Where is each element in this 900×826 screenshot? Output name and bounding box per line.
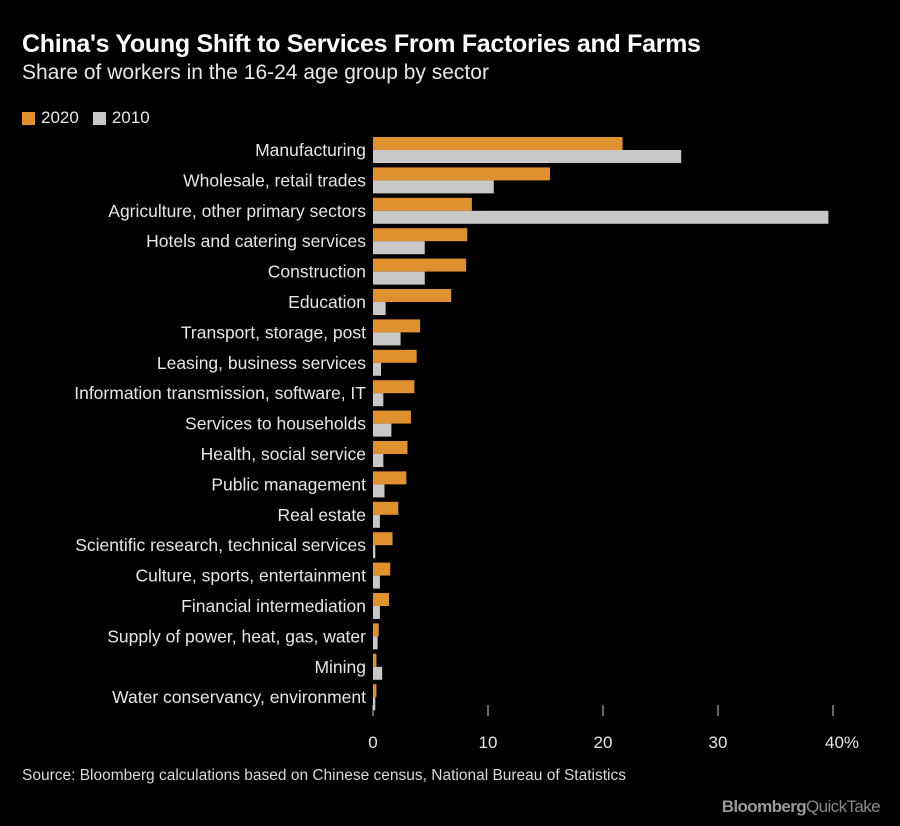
category-label: Real estate xyxy=(277,505,366,525)
brand-sub: QuickTake xyxy=(806,797,881,816)
bar-2020 xyxy=(373,593,390,606)
legend-swatch-2020 xyxy=(22,111,35,125)
bar-2010 xyxy=(373,636,378,650)
bar-2010 xyxy=(373,271,425,285)
bar-2010 xyxy=(373,423,392,437)
bar-2010 xyxy=(373,332,401,346)
bar-2010 xyxy=(373,697,376,711)
x-tick-label: 10 xyxy=(479,733,498,752)
source-note: Source: Bloomberg calculations based on … xyxy=(22,767,626,784)
category-label: Information transmission, software, IT xyxy=(74,383,366,403)
chart-subtitle: Share of workers in the 16-24 age group … xyxy=(22,61,489,84)
x-tick-label: 30 xyxy=(709,733,728,752)
x-tick-label: 20 xyxy=(594,733,613,752)
legend-item-2020: 2020 xyxy=(22,108,79,128)
category-label: Transport, storage, post xyxy=(181,322,366,342)
category-label: Water conservancy, environment xyxy=(112,687,366,707)
category-label: Construction xyxy=(268,262,366,282)
x-tick-label: 0 xyxy=(368,733,377,752)
legend-label-2020: 2020 xyxy=(41,108,79,127)
bar-2020 xyxy=(373,137,623,150)
bar-2020 xyxy=(373,167,551,181)
bar-2020 xyxy=(373,532,393,546)
bar-2010 xyxy=(373,241,425,255)
bar-2020 xyxy=(373,684,377,698)
bar-2010 xyxy=(373,606,380,619)
category-label: Hotels and catering services xyxy=(146,231,366,251)
category-label: Agriculture, other primary sectors xyxy=(108,201,366,221)
bar-2010 xyxy=(373,362,382,376)
bar-2020 xyxy=(373,623,379,637)
bar-2010 xyxy=(373,454,384,467)
chart-title: China's Young Shift to Services From Fac… xyxy=(22,30,701,58)
bar-2020 xyxy=(373,562,391,576)
bar-2010 xyxy=(373,575,380,589)
category-label: Mining xyxy=(314,657,366,677)
category-label: Supply of power, heat, gas, water xyxy=(107,626,366,646)
bar-2020 xyxy=(373,228,468,242)
x-tick-label: 40% xyxy=(825,733,859,752)
bar-2020 xyxy=(373,258,467,272)
bar-2020 xyxy=(373,289,452,302)
bar-2020 xyxy=(373,471,407,485)
bar-2010 xyxy=(373,180,494,194)
bar-2020 xyxy=(373,197,472,211)
bar-2010 xyxy=(373,150,682,163)
category-label: Manufacturing xyxy=(255,140,366,160)
legend-swatch-2010 xyxy=(92,111,106,125)
category-label: Public management xyxy=(211,474,366,494)
legend: 2020 2010 xyxy=(22,108,150,128)
category-label: Scientific research, technical services xyxy=(75,535,366,555)
category-label: Financial intermediation xyxy=(181,596,366,616)
category-label: Education xyxy=(288,292,366,312)
category-label: Health, social service xyxy=(201,444,366,464)
bar-2010 xyxy=(373,484,385,498)
brand-main: Bloomberg xyxy=(721,797,807,816)
category-label: Services to households xyxy=(185,414,366,434)
bar-2020 xyxy=(373,410,411,424)
bar-2020 xyxy=(373,653,377,667)
bar-2020 xyxy=(373,349,417,363)
brand-logo: BloombergQuickTake xyxy=(721,797,881,817)
category-label: Culture, sports, entertainment xyxy=(135,566,366,586)
bar-2010 xyxy=(373,545,376,559)
category-label: Leasing, business services xyxy=(157,353,366,373)
bar-2010 xyxy=(373,302,386,315)
bar-2010 xyxy=(373,393,384,407)
bar-2020 xyxy=(373,380,415,394)
bar-2020 xyxy=(373,441,408,454)
bar-chart: Manufacturing Wholesale, retail trades Agr… xyxy=(74,137,859,752)
bar-2010 xyxy=(373,666,383,680)
bar-2020 xyxy=(373,501,399,515)
bar-2010 xyxy=(373,514,380,528)
legend-label-2010: 2010 xyxy=(111,108,150,127)
bar-2010 xyxy=(373,210,829,224)
bar-2020 xyxy=(373,319,421,333)
category-label: Wholesale, retail trades xyxy=(183,170,366,190)
legend-item-2010: 2010 xyxy=(92,108,150,128)
